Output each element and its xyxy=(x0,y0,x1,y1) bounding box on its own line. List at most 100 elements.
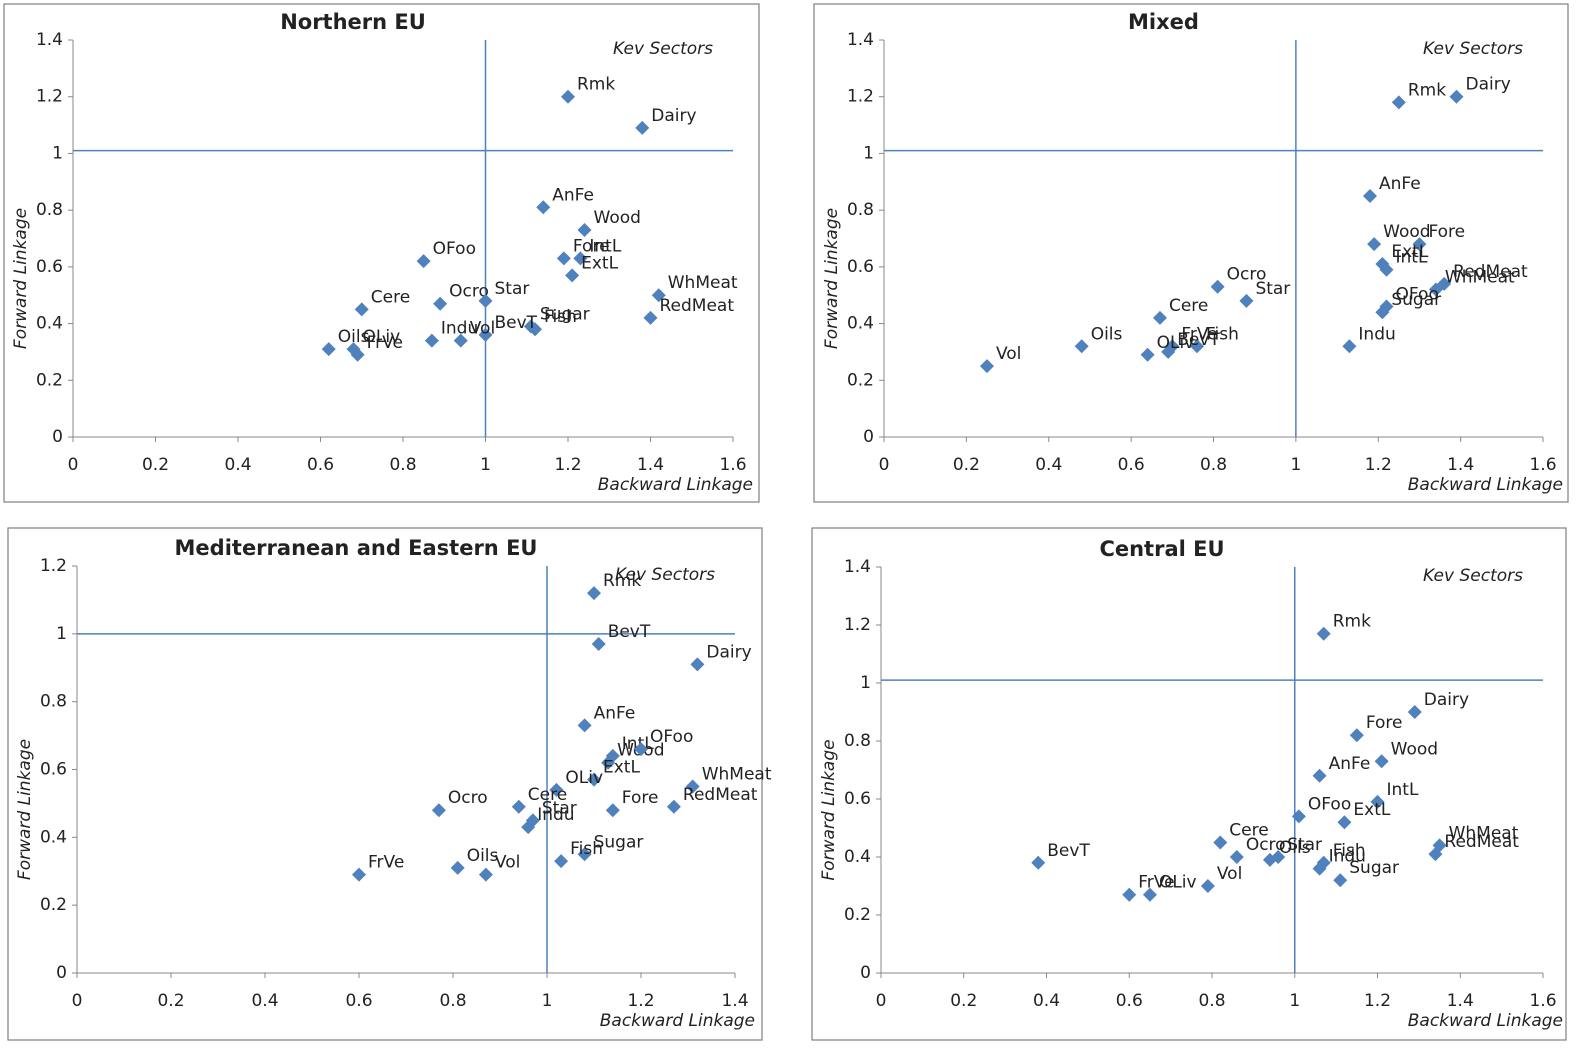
y-tick-label: 0.4 xyxy=(40,827,67,847)
x-tick-label: 0.4 xyxy=(1035,455,1062,475)
point-label: Oils xyxy=(338,327,370,347)
point xyxy=(478,293,493,308)
point-label: AnFe xyxy=(594,703,636,723)
y-tick-label: 1.2 xyxy=(847,87,874,107)
point xyxy=(685,779,700,794)
point-label: Fish xyxy=(570,839,603,859)
point-label: OFoo xyxy=(1395,285,1438,305)
point-label: Wood xyxy=(1383,222,1430,242)
point xyxy=(431,803,446,818)
x-tick-label: 0 xyxy=(876,991,887,1011)
point xyxy=(1379,262,1394,277)
y-tick-label: 1.2 xyxy=(40,556,67,576)
x-tick-label: 0.4 xyxy=(1033,991,1060,1011)
x-tick-label: 1.2 xyxy=(1365,455,1392,475)
point xyxy=(433,296,448,311)
chart-title: Central EU xyxy=(1099,537,1224,561)
y-tick-label: 1 xyxy=(860,673,871,693)
x-tick-label: 0.8 xyxy=(1200,455,1227,475)
point xyxy=(666,799,681,814)
point-label: Vol xyxy=(470,319,495,339)
point-label: WhMeat xyxy=(1449,823,1519,843)
x-tick-label: 0.4 xyxy=(224,455,251,475)
point xyxy=(354,302,369,317)
point xyxy=(1210,279,1225,294)
chart-panel: Northern EU 0 0.2 0.4 0.6 0.8 1 1.2 1.4 0 0.2 0.4 0.… xyxy=(3,3,760,503)
point-label: WhMeat xyxy=(702,764,772,784)
point-label: Star xyxy=(1287,835,1322,855)
point-label: OLiv xyxy=(1157,333,1195,353)
y-tick-label: 1.2 xyxy=(36,87,63,107)
point-label: Rmk xyxy=(1333,612,1371,632)
point-label: Cere xyxy=(528,785,567,805)
point-label: IntL xyxy=(1387,780,1419,800)
point-label: Ocro xyxy=(449,282,489,302)
x-tick-label: 1 xyxy=(480,455,491,475)
point xyxy=(478,327,493,342)
point xyxy=(577,847,592,862)
point-label: Sugar xyxy=(1391,290,1441,310)
point-label: Dairy xyxy=(651,106,696,126)
point xyxy=(1412,237,1427,252)
point-label: Dairy xyxy=(1424,690,1469,710)
x-tick-label: 0.8 xyxy=(1198,991,1225,1011)
x-tick-label: 0 xyxy=(68,455,79,475)
point-label: Dairy xyxy=(1466,75,1511,95)
point-label: BevT xyxy=(1047,841,1090,861)
point xyxy=(450,860,465,875)
point xyxy=(424,333,439,348)
y-axis-label: Forward Linkage xyxy=(822,208,842,349)
point-label: Star xyxy=(1255,279,1290,299)
x-tick-label: 1.6 xyxy=(1529,991,1556,1011)
point xyxy=(350,347,365,362)
point-label: Fore xyxy=(573,236,610,256)
y-axis-label: Forward Linkage xyxy=(15,739,35,880)
y-tick-label: 1 xyxy=(56,624,67,644)
point-label: RedMeat xyxy=(1453,262,1528,282)
y-tick-label: 1.4 xyxy=(36,30,63,50)
x-tick-label: 0.6 xyxy=(1118,455,1145,475)
point-label: WhMeat xyxy=(1445,268,1515,288)
x-tick-label: 1 xyxy=(1290,455,1301,475)
y-axis-label: Forward Linkage xyxy=(11,208,31,349)
y-tick-label: 1.4 xyxy=(844,557,871,577)
point-label: Ocro xyxy=(1227,265,1267,285)
point-label: Fore xyxy=(622,788,659,808)
point xyxy=(1316,626,1331,641)
point-label: Fore xyxy=(1428,222,1465,242)
y-tick-label: 0.2 xyxy=(40,895,67,915)
point-label: FrVe xyxy=(368,853,404,873)
point xyxy=(1333,873,1348,888)
point xyxy=(1375,305,1390,320)
point xyxy=(577,718,592,733)
point xyxy=(1262,852,1277,867)
point-label: OFoo xyxy=(650,727,693,747)
point xyxy=(591,637,606,652)
point-label: ExtL xyxy=(581,253,618,273)
point xyxy=(1374,754,1389,769)
point xyxy=(1349,728,1364,743)
point xyxy=(556,251,571,266)
point xyxy=(1213,835,1228,850)
y-tick-label: 1.4 xyxy=(847,30,874,50)
point xyxy=(1140,347,1155,362)
point xyxy=(1428,847,1443,862)
y-tick-label: 0.2 xyxy=(844,905,871,925)
y-tick-label: 0.6 xyxy=(844,789,871,809)
point-label: Rmk xyxy=(603,571,641,591)
panel-border xyxy=(3,3,760,503)
point-label: Vol xyxy=(1217,864,1242,884)
point-label: FrVe xyxy=(367,333,403,353)
x-tick-label: 0.8 xyxy=(439,991,466,1011)
point xyxy=(587,772,601,787)
y-tick-label: 0.8 xyxy=(847,200,874,220)
point xyxy=(1407,705,1422,719)
point-label: Oils xyxy=(1091,324,1123,344)
point-label: Rmk xyxy=(577,75,615,95)
y-tick-label: 1 xyxy=(863,143,874,163)
x-tick-label: 0 xyxy=(72,991,83,1011)
point-label: ExtL xyxy=(1353,800,1390,820)
point-label: OLiv xyxy=(1159,873,1197,893)
